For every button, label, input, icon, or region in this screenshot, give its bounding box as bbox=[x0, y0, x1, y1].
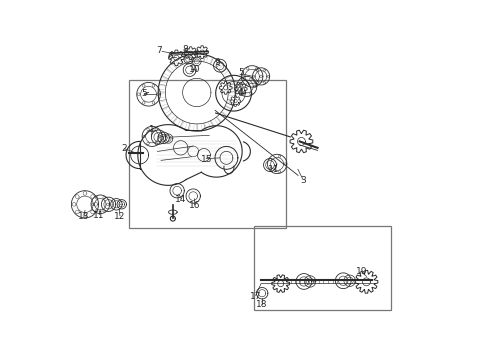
Text: 3: 3 bbox=[300, 176, 306, 185]
Text: 2: 2 bbox=[122, 144, 127, 153]
Text: 10: 10 bbox=[189, 66, 200, 75]
Text: 14: 14 bbox=[175, 195, 186, 204]
Text: 11: 11 bbox=[93, 211, 104, 220]
Bar bbox=[254, 226, 392, 310]
Text: 12: 12 bbox=[114, 212, 125, 221]
Text: 6: 6 bbox=[168, 52, 173, 61]
Text: 1: 1 bbox=[149, 126, 155, 135]
Text: 4: 4 bbox=[238, 88, 244, 97]
Text: 8: 8 bbox=[182, 45, 188, 54]
Text: 17: 17 bbox=[250, 292, 262, 301]
Text: 5: 5 bbox=[239, 68, 245, 77]
Text: 18: 18 bbox=[256, 300, 268, 309]
Bar bbox=[129, 80, 286, 228]
Text: 9: 9 bbox=[214, 58, 220, 67]
Text: 16: 16 bbox=[189, 201, 200, 210]
Text: 5: 5 bbox=[142, 89, 147, 98]
Text: 11: 11 bbox=[268, 166, 279, 175]
Text: 13: 13 bbox=[78, 212, 89, 221]
Text: 19: 19 bbox=[356, 267, 368, 276]
Text: 15: 15 bbox=[201, 155, 212, 164]
Text: 7: 7 bbox=[156, 46, 162, 55]
